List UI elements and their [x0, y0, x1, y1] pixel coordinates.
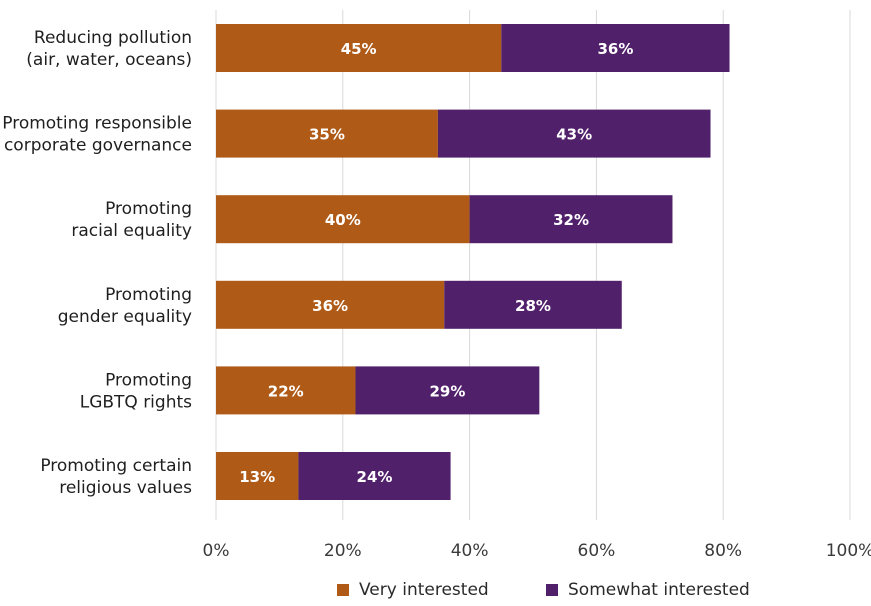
category-label-line: corporate governance	[4, 136, 192, 156]
category-label-line: Promoting responsible	[2, 114, 192, 134]
category-label-line: religious values	[59, 478, 192, 498]
x-tick-label: 80%	[704, 541, 742, 561]
category-label-line: Promoting	[105, 285, 192, 305]
x-tick-label: 0%	[203, 541, 230, 561]
bar-segment	[216, 366, 356, 415]
gridlines	[215, 10, 851, 520]
category-label-line: gender equality	[58, 307, 192, 327]
category-label: Promoting gender equality	[58, 285, 192, 327]
bar-segment	[501, 24, 730, 72]
legend-swatch-very-interested	[337, 584, 349, 596]
bar-segment	[216, 24, 502, 72]
legend-item-somewhat-interested: Somewhat interested	[546, 580, 750, 600]
bar-segment	[216, 195, 470, 244]
bar-data-label: 24%	[357, 468, 393, 486]
bar-segment	[444, 280, 622, 329]
x-tick-label: 100%	[826, 541, 871, 561]
category-label-line: Reducing pollution	[34, 28, 192, 48]
category-label-line: racial equality	[71, 221, 192, 241]
bar-data-label: 36%	[312, 297, 348, 315]
stacked-bar-chart: 45% 36% 35% 43% 40% 32% 36% 28% 22% 29% 13% 24% Red…	[2, 10, 871, 561]
category-label-line: Promoting	[105, 370, 192, 390]
bar-segment	[298, 452, 451, 500]
legend: Very interested Somewhat interested	[0, 580, 871, 606]
bars: 45% 36% 35% 43% 40% 32% 36% 28% 22% 29% 13% 24%	[216, 24, 730, 500]
legend-item-very-interested: Very interested	[337, 580, 489, 600]
category-label: Promoting certain religious values	[40, 456, 192, 498]
bar-data-label: 32%	[553, 211, 589, 229]
x-tick-label: 40%	[451, 541, 489, 561]
bar-segment	[216, 109, 438, 158]
bar-segment	[469, 195, 673, 244]
category-label: Promoting responsible corporate governanc…	[2, 114, 192, 156]
x-tick-label: 20%	[324, 541, 362, 561]
bar-data-label: 43%	[556, 126, 592, 144]
bar-data-label: 29%	[429, 382, 465, 400]
bar-data-label: 40%	[325, 211, 361, 229]
bar-data-label: 45%	[341, 40, 377, 58]
category-label-line: LGBTQ rights	[80, 392, 192, 412]
x-axis-ticks: 0% 20% 40% 60% 80% 100%	[203, 541, 871, 561]
bar-data-label: 13%	[239, 468, 275, 486]
category-label: Promoting LGBTQ rights	[80, 370, 192, 412]
category-label-line: Promoting certain	[40, 456, 192, 476]
bar-data-label: 28%	[515, 297, 551, 315]
category-label: Reducing pollution (air, water, oceans)	[26, 28, 192, 70]
x-tick-label: 60%	[578, 541, 616, 561]
category-label-line: (air, water, oceans)	[26, 50, 192, 70]
bar-segment	[437, 109, 711, 158]
bar-segment	[216, 452, 299, 500]
category-label: Promoting racial equality	[71, 199, 192, 241]
category-labels: Reducing pollution (air, water, oceans) Pr…	[2, 28, 192, 498]
bar-data-label: 22%	[268, 382, 304, 400]
legend-label-very-interested: Very interested	[359, 580, 489, 600]
bar-data-label: 36%	[597, 40, 633, 58]
category-label-line: Promoting	[105, 199, 192, 219]
bar-segment	[355, 366, 540, 415]
legend-label-somewhat-interested: Somewhat interested	[568, 580, 750, 600]
legend-swatch-somewhat-interested	[546, 584, 558, 596]
bar-segment	[216, 280, 445, 329]
bar-data-label: 35%	[309, 126, 345, 144]
